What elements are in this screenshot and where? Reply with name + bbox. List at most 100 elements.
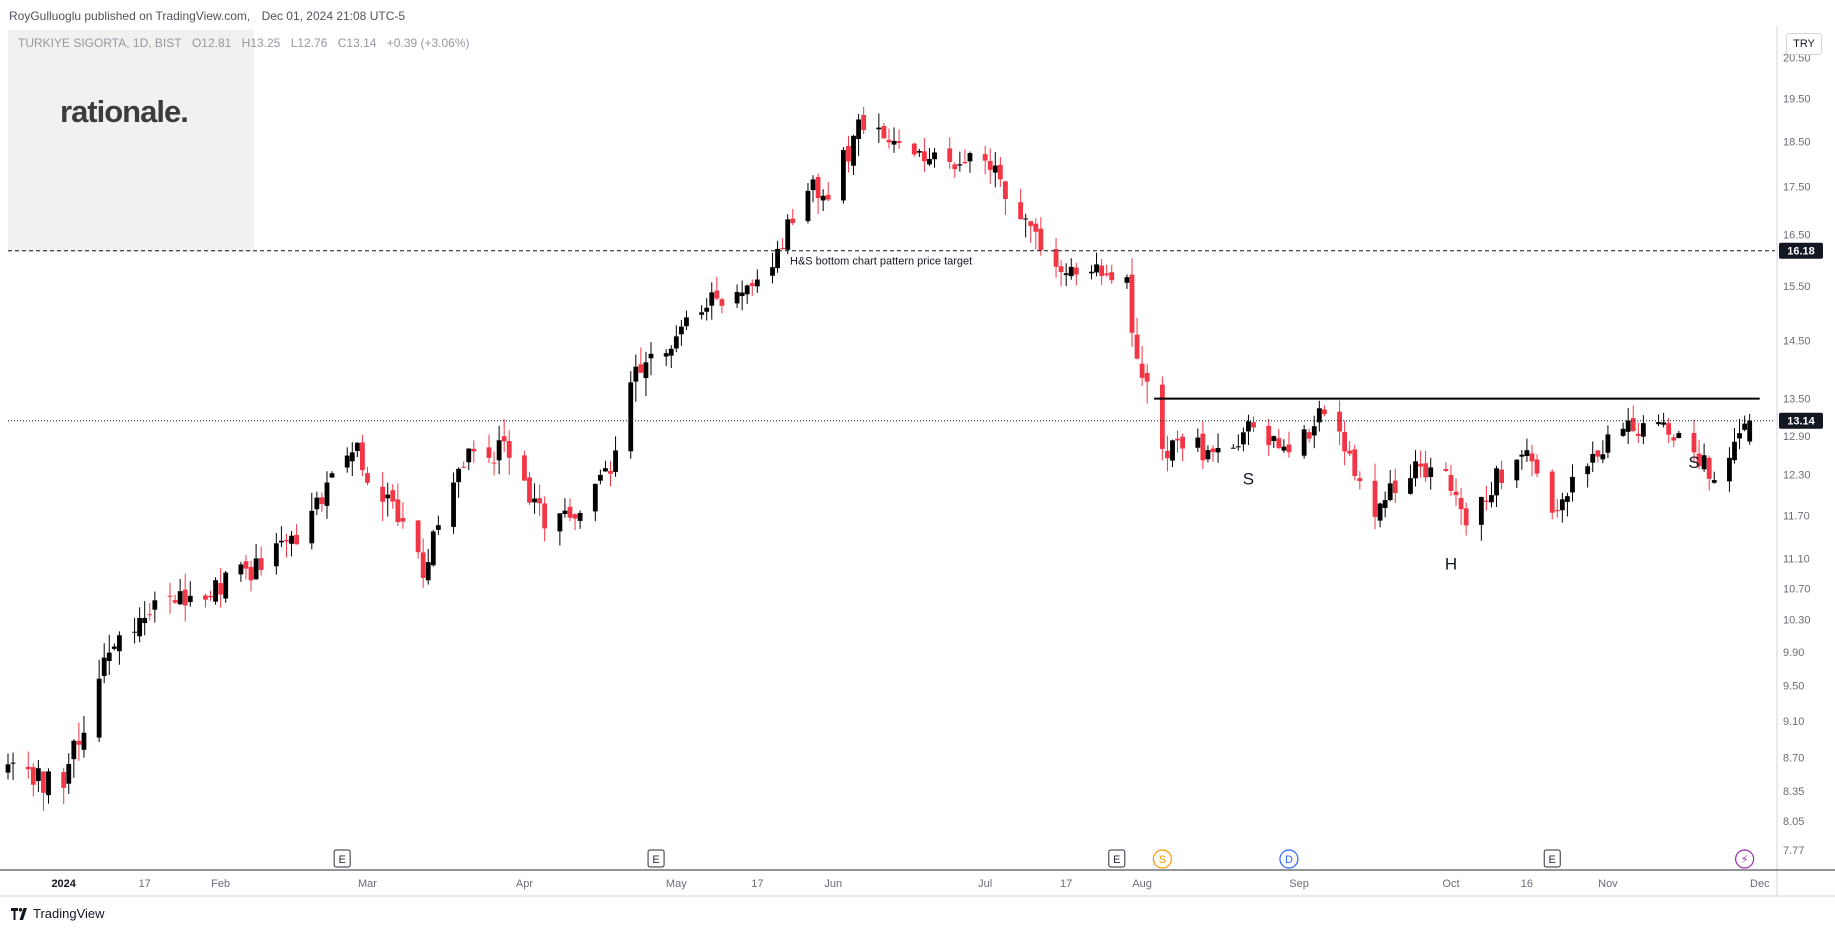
candle-body xyxy=(1392,480,1398,493)
candle-body xyxy=(182,589,188,606)
candle-body xyxy=(111,646,117,649)
candle-body xyxy=(1347,450,1353,454)
price-tick-label: 16.50 xyxy=(1783,230,1811,242)
candle-body xyxy=(501,436,507,442)
event-marker-dividend-icon[interactable]: D xyxy=(1279,849,1299,869)
candle-body xyxy=(1727,457,1732,482)
candle-body xyxy=(1240,432,1246,445)
price-tick-label: 11.10 xyxy=(1783,554,1810,566)
candle-body xyxy=(1534,459,1540,474)
legend-high: H13.25 xyxy=(241,36,281,50)
candle-body xyxy=(522,455,527,481)
candle-body xyxy=(820,195,826,201)
rationale-logo: rationale. xyxy=(60,94,189,129)
candle-body xyxy=(749,283,755,286)
candle-body xyxy=(1605,434,1611,453)
candle-body xyxy=(1661,422,1667,425)
candle-body xyxy=(451,482,456,527)
candle-body xyxy=(46,771,51,796)
candle-body xyxy=(1104,273,1110,276)
candle-body xyxy=(1529,453,1535,462)
price-tick-label: 12.30 xyxy=(1783,470,1811,482)
candle-body xyxy=(1058,266,1064,272)
price-tick-label: 9.90 xyxy=(1783,647,1804,659)
candle-body xyxy=(71,740,77,760)
currency-button[interactable]: TRY xyxy=(1786,33,1822,55)
ohlc-legend: TURKIYE SIGORTA, 1D, BIST O12.81 H13.25 … xyxy=(18,36,477,50)
candle-body xyxy=(714,290,720,299)
candle-body xyxy=(1306,432,1312,439)
candle-body xyxy=(1706,457,1712,479)
candle-body xyxy=(1600,454,1606,460)
candle-body xyxy=(1251,422,1256,428)
candle-body xyxy=(278,540,284,543)
candle-body xyxy=(1514,459,1520,481)
candle-body xyxy=(825,194,831,200)
candle-body xyxy=(1484,500,1489,502)
candle-body xyxy=(628,382,634,452)
event-marker-earnings-icon[interactable]: E xyxy=(1543,849,1561,868)
candle-body xyxy=(1094,264,1099,273)
svg-text:13.14: 13.14 xyxy=(1787,416,1815,428)
time-tick-label: Jul xyxy=(978,878,992,890)
candle-body xyxy=(1428,467,1434,477)
candle-body xyxy=(284,539,289,542)
candle-body xyxy=(289,535,294,544)
candle-body xyxy=(648,353,654,359)
time-tick-label: 17 xyxy=(751,878,763,890)
price-tick-label: 20.50 xyxy=(1783,52,1811,64)
candle-body xyxy=(1387,483,1393,501)
candle-body xyxy=(1377,503,1383,521)
candle-body xyxy=(491,462,497,464)
svg-text:16.18: 16.18 xyxy=(1787,246,1815,258)
candle-body xyxy=(5,764,11,773)
candle-body xyxy=(435,525,441,530)
price-tick-label: 8.35 xyxy=(1783,786,1804,798)
candle-body xyxy=(420,552,426,578)
candle-body xyxy=(1554,510,1560,512)
event-marker-earnings-icon[interactable]: E xyxy=(333,849,351,868)
candle-body xyxy=(329,473,335,478)
candle-body xyxy=(947,148,953,163)
price-tick-label: 18.50 xyxy=(1783,136,1811,148)
candle-body xyxy=(1656,422,1661,425)
candle-body xyxy=(1144,373,1150,382)
candle-body xyxy=(415,520,421,553)
time-tick-label: 2024 xyxy=(51,878,76,890)
price-tick-label: 12.90 xyxy=(1783,431,1811,443)
event-marker-earnings-icon[interactable]: E xyxy=(1108,849,1126,868)
candle-body xyxy=(137,618,143,637)
candle-body xyxy=(886,139,892,143)
candle-body xyxy=(1352,449,1358,476)
candle-body xyxy=(567,506,573,518)
candle-body xyxy=(613,450,618,472)
candle-body xyxy=(1640,423,1646,437)
candle-body xyxy=(1413,461,1418,479)
candle-body xyxy=(471,448,477,452)
legend-change: +0.39 (+3.06%) xyxy=(386,36,470,50)
candle-body xyxy=(106,652,112,662)
candle-body xyxy=(876,127,882,130)
candle-body xyxy=(678,326,684,335)
svg-text:⚡: ⚡ xyxy=(1741,854,1749,866)
candle-body xyxy=(466,448,472,463)
candle-body xyxy=(1276,438,1282,448)
event-marker-news-icon[interactable]: ⚡ xyxy=(1735,849,1755,869)
tradingview-brand: TradingView xyxy=(33,906,105,921)
candle-body xyxy=(1134,334,1140,359)
candle-body xyxy=(365,473,370,483)
candle-body xyxy=(1271,436,1277,442)
event-marker-earnings-icon[interactable]: E xyxy=(647,849,665,868)
candle-body xyxy=(1448,474,1454,491)
candle-body xyxy=(1246,421,1251,432)
candle-body xyxy=(1570,476,1575,493)
event-marker-split-icon[interactable]: S xyxy=(1152,849,1172,869)
time-tick-label: May xyxy=(666,878,687,890)
candle-body xyxy=(1210,448,1216,453)
candle-body xyxy=(1281,446,1287,451)
candle-body xyxy=(1205,450,1211,460)
candle-body xyxy=(1073,267,1079,275)
price-tick-label: 10.30 xyxy=(1783,615,1811,627)
candle-body xyxy=(1018,202,1024,220)
